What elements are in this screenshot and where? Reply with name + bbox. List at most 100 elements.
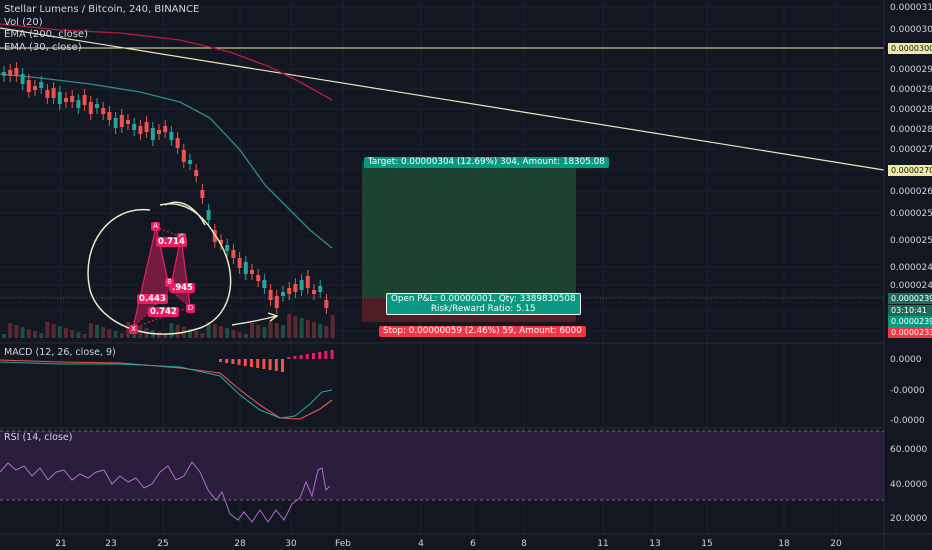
- arrow-head: [267, 312, 279, 322]
- time-tick: 4: [418, 539, 424, 549]
- rsi-tick: 60.0000: [890, 445, 927, 455]
- vol-label[interactable]: Vol (20): [4, 16, 43, 28]
- pattern-point-b: B: [165, 278, 174, 287]
- stop-label[interactable]: Stop: 0.00000059 (2.46%) 59, Amount: 600…: [379, 326, 586, 337]
- pnl-label[interactable]: Open P&L: 0.00000001, Qty: 3389830508 Ri…: [386, 293, 581, 315]
- hand-drawn-arrow[interactable]: [231, 315, 277, 326]
- trend-line[interactable]: [0, 27, 885, 171]
- macd-bar: [243, 359, 247, 366]
- candle-body: [2, 72, 6, 76]
- time-axis[interactable]: 21 23 25 28 30 Feb 4 6 8 11 13 15 18 20: [55, 539, 842, 549]
- macd-bar: [262, 359, 266, 369]
- pattern-point-x: X: [129, 325, 138, 334]
- candle-body: [262, 280, 267, 288]
- volume-bar: [268, 321, 273, 338]
- badge-current: 0.00002397: [888, 293, 932, 304]
- macd-bar: [287, 357, 291, 359]
- rsi-label[interactable]: RSI (14, close): [4, 432, 73, 443]
- volume-bar: [262, 327, 267, 338]
- macd-bar: [312, 353, 315, 359]
- price-candles: [2, 62, 329, 314]
- volume-bar: [206, 322, 211, 338]
- macd-bar: [274, 359, 278, 371]
- volume-bar: [274, 323, 279, 338]
- macd-bar: [231, 359, 235, 364]
- volume-bar: [20, 327, 25, 338]
- candle-body: [8, 70, 13, 76]
- chart-legend: Stellar Lumens / Bitcoin, 240, BINANCE V…: [4, 4, 199, 54]
- volume-bar: [188, 329, 192, 338]
- rsi-axis: 60.0000 40.0000 20.0000: [890, 445, 927, 524]
- candle-body: [82, 95, 87, 105]
- volume-bar: [212, 324, 217, 338]
- candle-body: [157, 130, 161, 134]
- volume-bar: [126, 322, 130, 338]
- price-tick: 0.00002590: [890, 209, 932, 219]
- rsi-tick: 20.0000: [890, 514, 927, 524]
- ema200-line: [0, 23, 333, 101]
- volume-bar: [107, 329, 112, 338]
- ratio-xd: 0.742: [148, 307, 179, 317]
- price-axis[interactable]: 0.00003100 0.00003050 0.00002950 0.00002900…: [890, 3, 932, 291]
- volume-bar: [2, 334, 6, 338]
- badge-countdown: 03:10:41: [888, 305, 932, 316]
- macd-bar: [299, 355, 303, 359]
- volume-bar: [312, 322, 316, 338]
- candle-body: [57, 92, 62, 104]
- price-tick: 0.00002470: [890, 263, 932, 273]
- volume-bar: [231, 330, 236, 338]
- volume-bar: [305, 320, 310, 338]
- candle-body: [163, 126, 168, 132]
- candle-body: [181, 150, 186, 162]
- volume-bar: [281, 325, 285, 338]
- time-tick: 11: [597, 539, 608, 549]
- macd-signal-line: [0, 359, 333, 420]
- candle-body: [70, 96, 75, 102]
- volume-bar: [95, 325, 99, 338]
- volume-bar: [88, 323, 93, 338]
- volume-bar: [45, 322, 50, 338]
- candle-body: [45, 90, 50, 98]
- candle-body: [88, 102, 93, 114]
- macd-bar: [330, 350, 334, 359]
- rsi-band: [0, 431, 884, 500]
- price-tick: 0.00002950: [890, 65, 932, 75]
- candle-body: [76, 100, 81, 108]
- ema30-label[interactable]: EMA (30, close): [4, 41, 82, 53]
- macd-label[interactable]: MACD (12, 26, close, 9): [4, 347, 116, 358]
- volume-bar: [237, 332, 242, 338]
- volume-bar: [82, 334, 87, 338]
- macd-bar: [256, 359, 260, 368]
- target-zone[interactable]: [362, 162, 576, 298]
- volume-bar: [225, 328, 230, 338]
- volume-bar: [250, 323, 254, 338]
- macd-bar: [225, 359, 229, 363]
- target-label[interactable]: Target: 0.00000304 (12.69%) 304, Amount:…: [364, 157, 609, 168]
- hand-drawn-circle[interactable]: [87, 203, 232, 335]
- candle-body: [101, 108, 106, 114]
- volume-bar: [113, 331, 118, 338]
- hand-drawn-tail: [164, 201, 206, 226]
- time-tick: 18: [778, 539, 790, 549]
- price-tick: 0.00003050: [890, 25, 932, 35]
- price-tick: 0.00002420: [890, 281, 932, 291]
- time-tick: 30: [285, 539, 297, 549]
- volume-bar: [200, 333, 205, 338]
- volume-bar: [76, 332, 81, 338]
- pattern-point-d: D: [186, 304, 195, 313]
- ema30-line: [0, 73, 333, 249]
- candle-body: [281, 292, 285, 296]
- candle-body: [225, 245, 230, 251]
- volume-bar: [324, 326, 329, 338]
- candle-body: [243, 262, 248, 274]
- candle-body: [299, 280, 304, 290]
- volume-bar: [318, 324, 323, 338]
- volume-bar: [33, 331, 37, 338]
- macd-bar: [237, 359, 241, 365]
- symbol-title[interactable]: Stellar Lumens / Bitcoin, 240, BINANCE: [4, 4, 200, 15]
- ema200-label[interactable]: EMA (200, close): [4, 29, 88, 40]
- volume-bar: [101, 327, 106, 338]
- volume-bar: [39, 333, 44, 338]
